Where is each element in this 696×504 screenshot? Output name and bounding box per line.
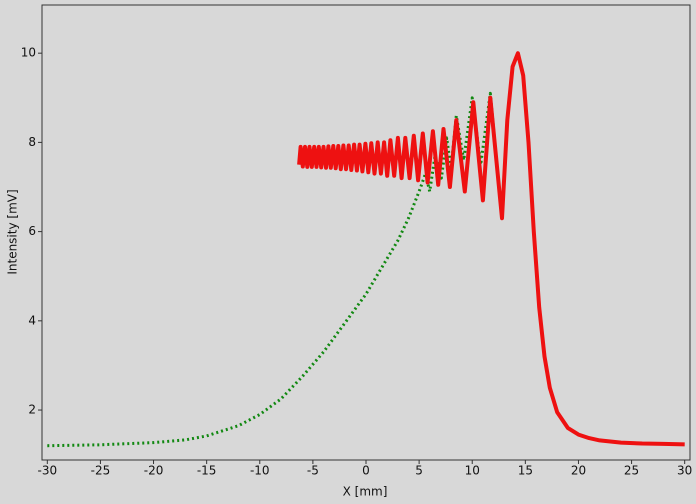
y-tick-label: 4 bbox=[28, 313, 36, 327]
x-tick-label: 15 bbox=[518, 464, 533, 478]
y-tick-label: 6 bbox=[28, 224, 36, 238]
x-tick-label: -15 bbox=[197, 464, 217, 478]
x-tick-label: -20 bbox=[144, 464, 164, 478]
x-tick-label: 10 bbox=[465, 464, 480, 478]
x-tick-label: 25 bbox=[624, 464, 639, 478]
y-tick-label: 8 bbox=[28, 135, 36, 149]
x-tick-label: 0 bbox=[362, 464, 370, 478]
x-tick-label: -5 bbox=[307, 464, 319, 478]
y-axis-label: Intensity [mV] bbox=[6, 189, 20, 274]
x-tick-label: -10 bbox=[250, 464, 270, 478]
plot-area bbox=[41, 4, 691, 461]
x-tick-label: -25 bbox=[91, 464, 111, 478]
y-tick-label: 2 bbox=[28, 403, 36, 417]
x-tick-label: 20 bbox=[571, 464, 586, 478]
x-tick-label: 5 bbox=[415, 464, 423, 478]
y-tick-label: 10 bbox=[21, 46, 36, 60]
x-tick-label: 30 bbox=[677, 464, 692, 478]
series-line bbox=[47, 91, 498, 448]
x-axis-label: X [mm] bbox=[343, 485, 388, 499]
x-tick-label: -30 bbox=[38, 464, 58, 478]
series-line bbox=[297, 51, 685, 447]
